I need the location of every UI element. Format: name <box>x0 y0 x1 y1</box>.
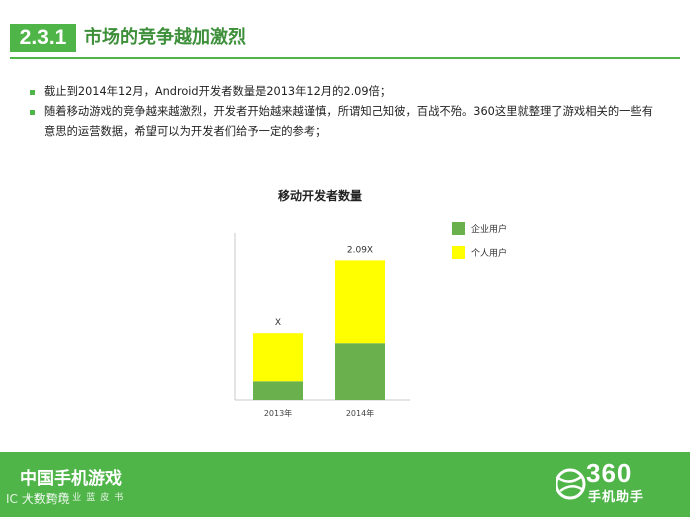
x-tick-label: 2013年 <box>264 408 292 418</box>
bar-individual-1 <box>253 333 303 382</box>
legend-label: 企业用户 <box>471 223 507 235</box>
footer-subtitle: ICC产业蓝皮书 <box>28 493 129 503</box>
legend-swatch <box>452 246 465 259</box>
logo-number: 360 <box>586 458 633 488</box>
chart-title: 移动开发者数量 <box>278 188 362 203</box>
basketball-logo-icon <box>556 468 586 500</box>
section-title: 市场的竞争越加激烈 <box>84 27 246 48</box>
x-tick-label: 2014年 <box>346 408 374 418</box>
bullet-square-icon <box>30 90 35 95</box>
footer-title: 中国手机游戏 <box>20 469 122 489</box>
bar-annotation: X <box>275 318 281 328</box>
bar-annotation: 2.09X <box>347 245 373 255</box>
bullet-text: 截止到2014年12月，Android开发者数量是2013年12月的2.09倍； <box>44 85 392 98</box>
logo-subtitle: 手机助手 <box>588 490 645 505</box>
bullet-item: 随着移动游戏的竞争越来越激烈，开发者开始越来越谨慎，所谓知己知彼，百战不殆。36… <box>26 102 662 142</box>
slide-footer: 中国手机游戏 ICC产业蓝皮书 <box>0 452 690 517</box>
slide-header: 2.3.1 市场的竞争越加激烈 <box>0 0 690 66</box>
bar-individual-2 <box>335 260 385 344</box>
section-number: 2.3.1 <box>10 24 76 52</box>
bullet-list: 截止到2014年12月，Android开发者数量是2013年12月的2.09倍；… <box>26 82 662 142</box>
legend-label: 个人用户 <box>471 247 507 259</box>
bullet-item: 截止到2014年12月，Android开发者数量是2013年12月的2.09倍； <box>26 82 662 102</box>
watermark-text: IC 大数跨境 <box>6 492 70 506</box>
bar-enterprise-2 <box>335 343 385 400</box>
legend-swatch <box>452 222 465 235</box>
bar-enterprise-1 <box>253 381 303 400</box>
bullet-square-icon <box>30 110 35 115</box>
header-divider <box>10 57 680 59</box>
bullet-text: 随着移动游戏的竞争越来越激烈，开发者开始越来越谨慎，所谓知己知彼，百战不殆。36… <box>44 105 654 138</box>
